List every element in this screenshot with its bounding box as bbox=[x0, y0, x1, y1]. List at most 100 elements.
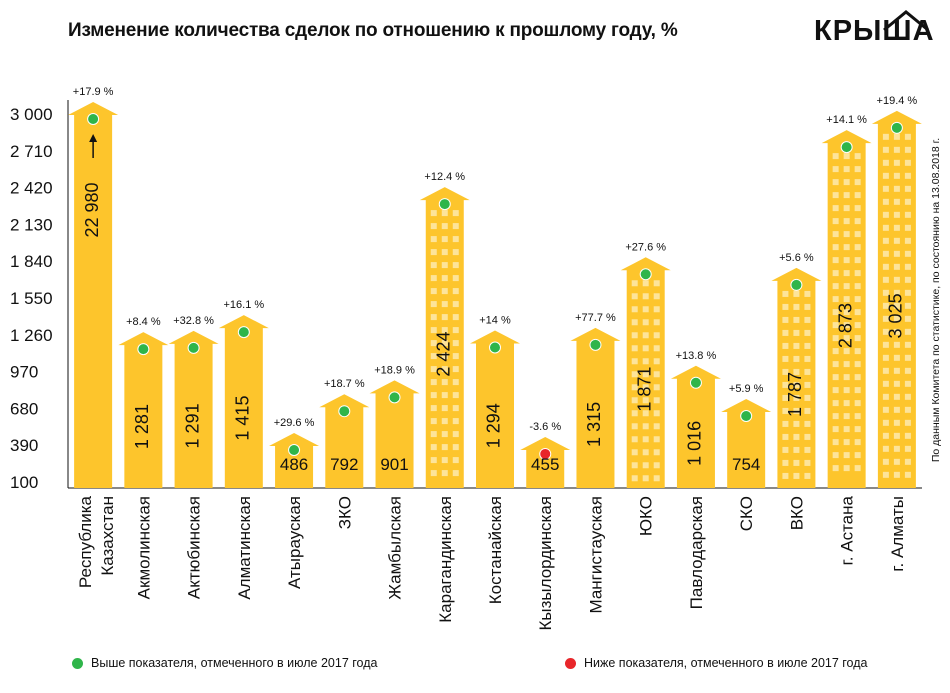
status-dot bbox=[388, 391, 401, 404]
bar-window bbox=[642, 293, 649, 300]
bar-window bbox=[430, 366, 437, 373]
bar-arrow bbox=[570, 327, 621, 488]
bar-window bbox=[854, 218, 861, 225]
category-label: Костанайская bbox=[486, 496, 505, 604]
bar-window bbox=[832, 322, 839, 329]
bar-window bbox=[653, 397, 660, 404]
bar-window bbox=[843, 335, 850, 342]
category-label: Кызылординская bbox=[536, 496, 555, 631]
bar-window bbox=[882, 380, 889, 387]
value-label: 1 294 bbox=[484, 403, 504, 448]
bar-window bbox=[882, 224, 889, 231]
bar-arrow bbox=[118, 332, 169, 488]
bar-window bbox=[430, 353, 437, 360]
bar-window bbox=[904, 432, 911, 439]
y-tick-label: 680 bbox=[10, 399, 38, 418]
bar-window bbox=[782, 381, 789, 388]
bar-window bbox=[653, 384, 660, 391]
y-tick-label: 1 550 bbox=[10, 289, 53, 308]
bar-window bbox=[893, 211, 900, 218]
bar-window bbox=[782, 303, 789, 310]
bar-window bbox=[452, 418, 459, 425]
value-label: 22 980 bbox=[82, 182, 102, 237]
bar-window bbox=[882, 341, 889, 348]
bar-window bbox=[843, 322, 850, 329]
bar-window bbox=[882, 276, 889, 283]
bar-window bbox=[893, 289, 900, 296]
bar-window bbox=[832, 361, 839, 368]
bar-window bbox=[804, 316, 811, 323]
value-label: 455 bbox=[531, 455, 559, 474]
bar-window bbox=[882, 367, 889, 374]
bar-window bbox=[854, 348, 861, 355]
bar-window bbox=[882, 315, 889, 322]
bar-window bbox=[653, 358, 660, 365]
bar-window bbox=[904, 289, 911, 296]
bar-window bbox=[893, 445, 900, 452]
bar-window bbox=[782, 316, 789, 323]
bar-window bbox=[832, 179, 839, 186]
bar-window bbox=[893, 237, 900, 244]
bar-window bbox=[882, 432, 889, 439]
bar-window bbox=[804, 433, 811, 440]
bar-window bbox=[882, 302, 889, 309]
bar-arrow bbox=[369, 380, 420, 488]
bar-window bbox=[893, 302, 900, 309]
change-label: +14.1 % bbox=[826, 114, 867, 126]
bar-window bbox=[441, 405, 448, 412]
bar-window bbox=[441, 457, 448, 464]
category-label: ВКО bbox=[787, 496, 806, 530]
bar-window bbox=[882, 172, 889, 179]
change-label: +12.4 % bbox=[424, 171, 465, 183]
status-dot bbox=[438, 198, 451, 211]
bar-window bbox=[430, 314, 437, 321]
bar-window bbox=[843, 426, 850, 433]
bar-window bbox=[832, 231, 839, 238]
legend-above: Выше показателя, отмеченного в июле 2017… bbox=[72, 656, 377, 670]
value-label: 1 415 bbox=[233, 396, 253, 441]
bar-window bbox=[631, 371, 638, 378]
bar-window bbox=[854, 270, 861, 277]
bar-window bbox=[631, 436, 638, 443]
category-label: Карагандинская bbox=[436, 496, 455, 623]
bar-window bbox=[843, 179, 850, 186]
bar-window bbox=[441, 249, 448, 256]
status-dot bbox=[489, 341, 501, 354]
bar-window bbox=[793, 316, 800, 323]
change-label: +17.9 % bbox=[73, 86, 114, 98]
legend-below-dot bbox=[565, 657, 576, 669]
bar-window bbox=[904, 341, 911, 348]
y-tick-label: 2 130 bbox=[10, 215, 53, 234]
bar-window bbox=[882, 198, 889, 205]
bar-window bbox=[452, 379, 459, 386]
bar-window bbox=[832, 166, 839, 173]
bar-window bbox=[904, 198, 911, 205]
bar-window bbox=[631, 410, 638, 417]
bar-window bbox=[430, 327, 437, 334]
bar-window bbox=[793, 342, 800, 349]
bar-window bbox=[832, 439, 839, 446]
bar-window bbox=[854, 244, 861, 251]
bar-window bbox=[893, 419, 900, 426]
bar-window bbox=[642, 475, 649, 482]
category-label: Алматинская bbox=[235, 496, 254, 600]
bar-window bbox=[441, 340, 448, 347]
bar-window bbox=[441, 210, 448, 217]
bar-window bbox=[631, 449, 638, 456]
bar-window bbox=[893, 380, 900, 387]
bar-window bbox=[430, 392, 437, 399]
y-tick-label: 390 bbox=[10, 436, 38, 455]
bar-window bbox=[653, 462, 660, 469]
bar-arrow bbox=[470, 330, 520, 488]
bar-window bbox=[854, 231, 861, 238]
bar-window bbox=[452, 353, 459, 360]
bar-window bbox=[893, 159, 900, 166]
bar-window bbox=[832, 426, 839, 433]
bar-window bbox=[843, 361, 850, 368]
bar-window bbox=[441, 327, 448, 334]
bar-window bbox=[854, 296, 861, 303]
bar-window bbox=[430, 223, 437, 230]
bar-window bbox=[631, 280, 638, 287]
status-dot bbox=[740, 410, 753, 423]
bar-window bbox=[642, 436, 649, 443]
